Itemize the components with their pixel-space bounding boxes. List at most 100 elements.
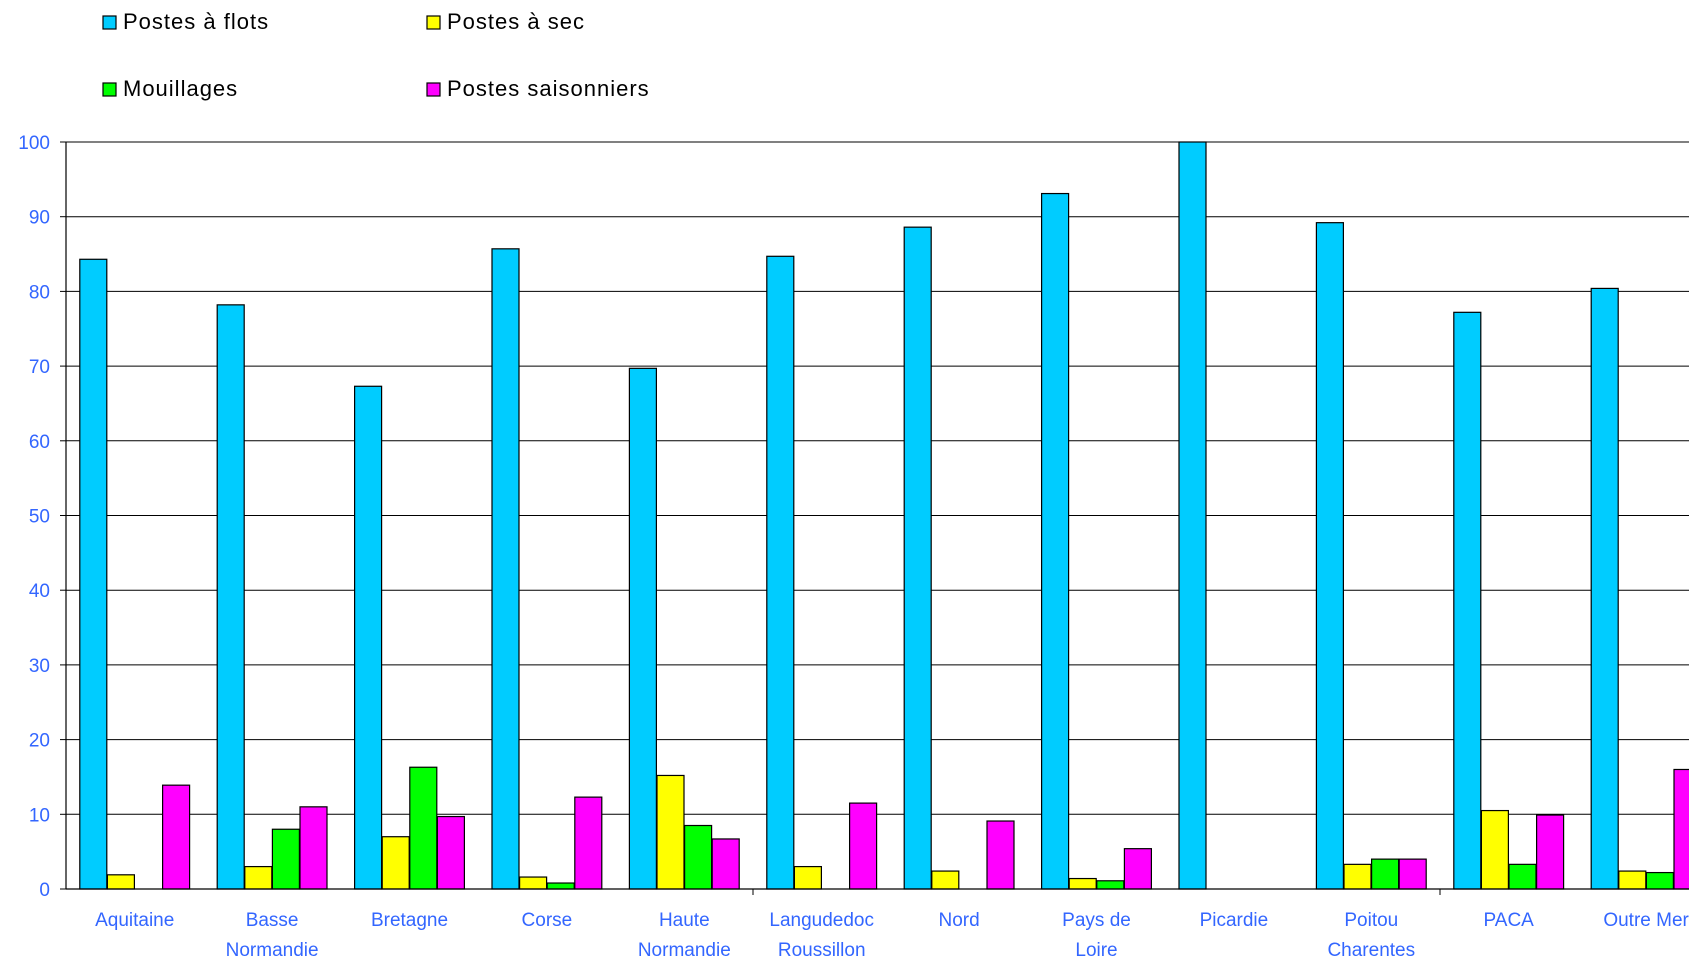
bar-bretagne-postes-a-sec xyxy=(381,836,410,890)
bar-pays-de-loire-mouillages xyxy=(1096,880,1125,890)
bar-corse-mouillages xyxy=(546,882,575,890)
x-label-picardie: Picardie xyxy=(1200,910,1269,931)
bar-pays-de-loire-postes-a-flots xyxy=(1040,192,1070,890)
bar-outre-mer-postes-saisonniers xyxy=(1673,768,1689,890)
x-label-line-basse-normandie-1: Normandie xyxy=(226,940,319,959)
bar-langudedoc-roussillon-postes-a-flots xyxy=(766,255,795,890)
bar-bretagne-postes-a-flots xyxy=(354,385,383,890)
bar-haute-normandie-postes-a-sec xyxy=(656,774,685,890)
y-axis-tick-labels: 0 10 20 30 40 50 60 70 80 90 100 xyxy=(18,133,50,901)
x-label-line-picardie-0: Picardie xyxy=(1200,910,1269,931)
x-label-line-poitou-charentes-0: Poitou xyxy=(1344,910,1398,931)
x-label-basse-normandie: Basse Normandie xyxy=(226,910,319,959)
x-label-bretagne: Bretagne xyxy=(371,910,448,931)
bar-pays-de-loire-postes-saisonniers xyxy=(1123,848,1153,890)
bar-aquitaine-postes-a-flots xyxy=(79,258,108,890)
x-label-pays-de-loire: Pays de Loire xyxy=(1062,910,1131,959)
bar-pays-de-loire-postes-a-sec xyxy=(1068,877,1097,890)
y-tick-label-0: 0 xyxy=(39,880,50,901)
legend-label-mouillages: Mouillages xyxy=(123,76,238,101)
x-label-paca: PACA xyxy=(1484,910,1535,931)
bar-basse-normandie-postes-saisonniers xyxy=(299,806,328,890)
bar-paca-postes-a-flots xyxy=(1453,311,1482,890)
bars xyxy=(79,141,1689,890)
x-label-line-outre-mer-0: Outre Mer xyxy=(1603,910,1689,931)
legend-swatch-mouillages xyxy=(102,82,117,97)
bar-nord-postes-saisonniers xyxy=(986,820,1015,890)
y-tick-label-10: 10 xyxy=(29,805,50,826)
bar-haute-normandie-mouillages xyxy=(683,824,713,890)
x-label-poitou-charentes: Poitou Charentes xyxy=(1327,910,1415,959)
bar-corse-postes-a-flots xyxy=(491,248,520,890)
bar-nord-postes-a-sec xyxy=(931,870,960,890)
y-tick-label-70: 70 xyxy=(29,357,50,378)
bar-poitou-charentes-mouillages xyxy=(1370,858,1400,890)
bar-outre-mer-postes-a-sec xyxy=(1618,870,1647,890)
legend-swatch-postes-a-sec xyxy=(426,15,441,30)
bar-haute-normandie-postes-a-flots xyxy=(628,367,658,890)
legend-item-mouillages: Mouillages xyxy=(102,76,238,101)
y-tick-label-20: 20 xyxy=(29,731,50,752)
legend-label-postes-a-flots: Postes à flots xyxy=(123,9,269,34)
x-label-line-nord-0: Nord xyxy=(939,910,980,931)
x-label-nord: Nord xyxy=(939,910,980,931)
bar-picardie-postes-a-flots xyxy=(1178,141,1207,890)
legend-item-postes-a-flots: Postes à flots xyxy=(102,9,269,34)
y-tick-label-50: 50 xyxy=(29,507,50,528)
bar-corse-postes-saisonniers xyxy=(574,796,603,890)
bar-poitou-charentes-postes-a-flots xyxy=(1315,222,1345,890)
axes xyxy=(65,142,1689,895)
x-label-langudedoc-roussillon: Langudedoc Roussillon xyxy=(769,910,874,959)
x-label-line-corse-0: Corse xyxy=(522,910,573,931)
x-label-line-paca-0: PACA xyxy=(1484,910,1535,931)
legend-label-postes-saisonniers: Postes saisonniers xyxy=(447,76,650,101)
legend-label-postes-a-sec: Postes à sec xyxy=(447,9,585,34)
bar-haute-normandie-postes-saisonniers xyxy=(711,838,740,890)
bar-paca-mouillages xyxy=(1508,863,1537,890)
x-axis-category-labels: Aquitaine Basse Normandie Bretagne Corse Haut… xyxy=(95,910,1689,959)
bar-outre-mer-postes-a-flots xyxy=(1590,287,1619,890)
x-label-haute-normandie: Haute Normandie xyxy=(638,910,731,959)
bar-nord-postes-a-flots xyxy=(903,226,932,890)
bar-corse-postes-a-sec xyxy=(518,876,548,890)
bar-aquitaine-postes-a-sec xyxy=(106,874,136,890)
y-tick-label-30: 30 xyxy=(29,656,50,677)
bar-langudedoc-roussillon-postes-saisonniers xyxy=(848,802,878,890)
legend-swatch-postes-a-flots xyxy=(102,15,117,30)
y-tick-label-40: 40 xyxy=(29,581,50,602)
bar-outre-mer-mouillages xyxy=(1645,871,1675,890)
bar-paca-postes-a-sec xyxy=(1480,809,1510,890)
x-label-line-langudedoc-roussillon-1: Roussillon xyxy=(778,940,866,959)
bar-basse-normandie-postes-a-flots xyxy=(216,304,245,890)
legend-swatch-postes-saisonniers xyxy=(426,82,441,97)
x-label-line-bretagne-0: Bretagne xyxy=(371,910,448,931)
x-label-aquitaine: Aquitaine xyxy=(95,910,174,931)
bar-langudedoc-roussillon-postes-a-sec xyxy=(793,865,823,890)
x-label-line-haute-normandie-1: Normandie xyxy=(638,940,731,959)
bar-poitou-charentes-postes-a-sec xyxy=(1343,863,1372,890)
y-tick-label-90: 90 xyxy=(29,208,50,229)
x-label-corse: Corse xyxy=(522,910,573,931)
x-label-line-basse-normandie-0: Basse xyxy=(246,910,299,931)
bar-bretagne-mouillages xyxy=(409,766,438,890)
y-tick-label-60: 60 xyxy=(29,432,50,453)
bar-basse-normandie-postes-a-sec xyxy=(244,865,273,890)
legend-item-postes-saisonniers: Postes saisonniers xyxy=(426,76,650,101)
x-label-line-aquitaine-0: Aquitaine xyxy=(95,910,174,931)
x-label-line-poitou-charentes-1: Charentes xyxy=(1327,940,1415,959)
legend-item-postes-a-sec: Postes à sec xyxy=(426,9,585,34)
x-label-line-langudedoc-roussillon-0: Langudedoc xyxy=(769,910,874,931)
bar-bretagne-postes-saisonniers xyxy=(436,815,465,890)
bar-basse-normandie-mouillages xyxy=(271,828,300,890)
bar-paca-postes-saisonniers xyxy=(1535,814,1565,890)
x-label-outre-mer: Outre Mer xyxy=(1603,910,1689,931)
gridlines xyxy=(60,141,1689,890)
x-label-line-haute-normandie-0: Haute xyxy=(659,910,710,931)
x-label-line-pays-de-loire-1: Loire xyxy=(1075,940,1117,959)
y-tick-label-100: 100 xyxy=(18,133,50,154)
y-tick-label-80: 80 xyxy=(29,282,50,303)
bar-aquitaine-postes-saisonniers xyxy=(162,784,191,890)
x-label-line-pays-de-loire-0: Pays de xyxy=(1062,910,1131,931)
bar-poitou-charentes-postes-saisonniers xyxy=(1398,858,1427,890)
